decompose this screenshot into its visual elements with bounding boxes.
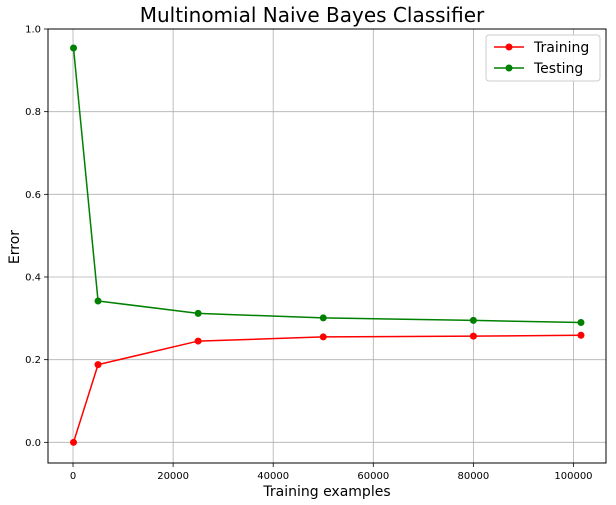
legend-testing-label: Testing [533, 61, 583, 77]
y-tick-label: 0.8 [25, 107, 41, 118]
testing-point [194, 309, 202, 317]
x-tick-label: 60000 [357, 471, 389, 482]
training-point [577, 331, 585, 339]
y-tick-label: 0.6 [25, 190, 41, 201]
testing-point [70, 44, 78, 52]
grid [48, 28, 606, 463]
chart-title: Multinomial Naive Bayes Classifier [140, 3, 485, 27]
training-point [319, 333, 327, 341]
x-ticks: 0 20000 40000 60000 80000 100000 [70, 463, 593, 482]
testing-line [72, 47, 581, 324]
x-tick-label: 80000 [457, 471, 489, 482]
x-tick-label: 0 [70, 471, 76, 482]
training-line [72, 334, 581, 443]
x-tick-label: 100000 [554, 471, 592, 482]
x-tick-label: 20000 [157, 471, 189, 482]
y-axis-label: Error [7, 230, 23, 264]
legend-training-label: Training [533, 40, 589, 56]
testing-point [577, 318, 585, 326]
legend-testing-marker [505, 64, 513, 72]
legend-training-marker [505, 43, 513, 51]
series-training [70, 331, 585, 446]
series-testing [70, 44, 585, 326]
training-point [70, 438, 78, 446]
y-tick-label: 0.0 [25, 438, 41, 449]
series-group [70, 44, 585, 446]
y-ticks: 0.0 0.2 0.4 0.6 0.8 1.0 [25, 25, 48, 449]
x-tick-label: 40000 [257, 471, 289, 482]
training-point [194, 337, 202, 345]
training-point [94, 361, 102, 369]
y-tick-label: 1.0 [25, 25, 41, 36]
training-point [469, 332, 477, 340]
y-tick-label: 0.4 [25, 273, 41, 284]
testing-point [469, 316, 477, 324]
y-tick-label: 0.2 [25, 355, 41, 366]
x-axis-label: Training examples [262, 484, 390, 500]
testing-point [319, 314, 327, 322]
plot-frame [47, 28, 607, 464]
legend: Training Testing [485, 34, 601, 82]
testing-point [94, 297, 102, 305]
